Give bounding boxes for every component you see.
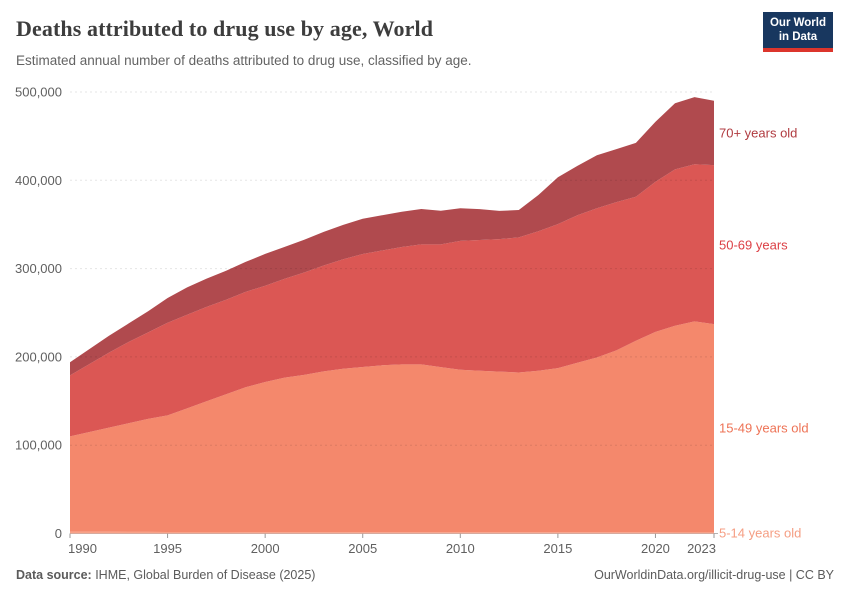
owid-logo-line1: Our World (769, 17, 826, 29)
x-axis-tick-label: 1995 (153, 541, 182, 556)
y-axis-tick-label: 400,000 (15, 173, 62, 188)
y-axis-tick-label: 0 (55, 526, 62, 541)
area-50-69-years (70, 164, 714, 437)
x-axis-tick-label: 2015 (543, 541, 572, 556)
data-source-note: Data source: IHME, Global Burden of Dise… (16, 568, 315, 582)
x-axis-tick-label: 2005 (348, 541, 377, 556)
owid-logo-line2: in Data (778, 30, 818, 43)
series-label-15-49-years-old: 15-49 years old (719, 420, 809, 436)
owid-cc-link[interactable]: OurWorldinData.org/illicit-drug-use | CC… (594, 568, 834, 582)
chart-footer: Data source: IHME, Global Burden of Dise… (16, 568, 834, 582)
y-axis-tick-label: 300,000 (15, 261, 62, 276)
series-label-50-69-years: 50-69 years (719, 237, 788, 253)
series-label-70-years-old: 70+ years old (719, 125, 798, 141)
chart-subtitle: Estimated annual number of deaths attrib… (16, 53, 472, 68)
x-axis-tick-label: 1990 (68, 541, 97, 556)
y-axis-tick-label: 200,000 (15, 349, 62, 364)
x-axis-tick-label: 2023 (687, 541, 716, 556)
area-5-14-years-old (70, 531, 714, 534)
page-title: Deaths attributed to drug use by age, Wo… (16, 16, 434, 41)
x-axis-tick-label: 2010 (446, 541, 475, 556)
area-70-years-old (70, 97, 714, 376)
data-source-text: IHME, Global Burden of Disease (2025) (91, 568, 316, 582)
y-axis-tick-label: 100,000 (15, 438, 62, 453)
area-15-49-years-old (70, 321, 714, 533)
y-axis-tick-label: 500,000 (15, 85, 62, 100)
x-axis-tick-label: 2000 (251, 541, 280, 556)
x-axis-tick-label: 2020 (641, 541, 670, 556)
owid-logo[interactable]: Our World in Data (762, 12, 833, 52)
series-label-5-14-years-old: 5-14 years old (719, 525, 802, 541)
data-source-label: Data source: (16, 568, 92, 582)
